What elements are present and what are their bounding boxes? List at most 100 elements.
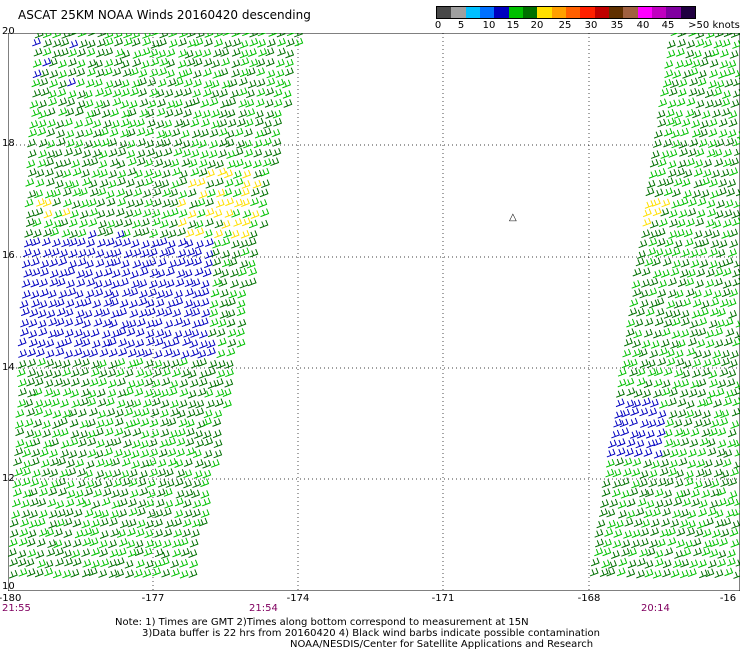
wind-barb — [200, 287, 210, 297]
wind-barb — [117, 389, 127, 398]
legend-swatch-10 — [580, 7, 595, 18]
wind-barb — [103, 298, 113, 307]
wind-barb — [191, 129, 201, 139]
wind-barb — [673, 300, 683, 309]
wind-barb — [257, 33, 267, 37]
wind-barb — [143, 348, 153, 358]
wind-barb — [189, 538, 199, 548]
wind-barb — [176, 437, 186, 447]
wind-barb — [87, 397, 97, 407]
wind-barb — [163, 528, 173, 538]
wind-barb — [108, 348, 118, 358]
wind-barb — [121, 268, 131, 277]
wind-barb — [687, 510, 697, 519]
wind-barb — [44, 379, 54, 389]
wind-barb — [268, 33, 278, 37]
wind-barb — [217, 337, 227, 347]
wind-barb — [131, 279, 140, 289]
wind-barb — [150, 40, 160, 49]
wind-barb — [49, 258, 59, 268]
wind-barb — [212, 418, 222, 427]
wind-barb — [191, 299, 201, 309]
wind-barb — [186, 447, 195, 456]
wind-barb — [175, 278, 185, 287]
wind-barb — [699, 569, 708, 579]
wind-barb — [18, 568, 28, 577]
wind-barb — [77, 90, 86, 99]
wind-barb — [49, 269, 59, 279]
wind-barb — [702, 50, 712, 59]
wind-barb — [128, 469, 138, 478]
wind-barb — [161, 568, 171, 578]
wind-barb — [184, 488, 194, 498]
wind-barb — [221, 237, 231, 247]
wind-barb — [234, 127, 244, 137]
wind-barb — [212, 48, 222, 58]
wind-barb — [705, 33, 715, 39]
wind-barb — [238, 267, 247, 277]
wind-barb — [183, 68, 193, 77]
wind-barb — [58, 417, 68, 427]
wind-barb — [194, 267, 204, 277]
wind-barb — [105, 237, 115, 247]
wind-barb — [131, 33, 141, 39]
wind-barb — [596, 519, 606, 529]
wind-barb — [682, 70, 692, 79]
wind-barb — [666, 49, 676, 59]
wind-barb — [104, 227, 114, 237]
wind-barb — [160, 418, 170, 427]
wind-barb — [594, 547, 604, 557]
wind-barb — [96, 48, 105, 58]
wind-barb — [720, 528, 730, 538]
wind-barb — [135, 378, 145, 388]
wind-barb — [91, 169, 101, 178]
wind-barb — [121, 109, 131, 119]
wind-barb — [156, 269, 166, 279]
wind-barb — [31, 299, 40, 308]
wind-barb — [688, 337, 697, 347]
wind-barb — [202, 469, 212, 479]
wind-barb — [101, 497, 111, 507]
wind-barb — [152, 198, 162, 208]
wind-barb — [652, 207, 662, 217]
wind-barb — [622, 348, 632, 358]
wind-barb — [649, 539, 658, 549]
wind-barb — [67, 90, 77, 99]
wind-barb — [724, 257, 734, 266]
wind-barb — [652, 570, 662, 579]
wind-barb — [711, 169, 721, 179]
wind-barb — [208, 149, 218, 159]
wind-barb — [37, 127, 47, 136]
legend-swatch-5 — [508, 7, 523, 18]
wind-barb — [116, 399, 126, 409]
wind-barb — [705, 329, 715, 339]
wind-barb — [636, 569, 645, 579]
wind-barb — [47, 329, 57, 339]
wind-barb — [155, 329, 165, 338]
wind-barb — [701, 489, 711, 499]
wind-barb — [616, 447, 626, 457]
wind-barb — [163, 307, 173, 317]
wind-barb — [654, 367, 663, 377]
legend-swatch-13 — [623, 7, 638, 18]
wind-barb — [101, 339, 111, 348]
wind-barb — [179, 569, 189, 579]
wind-barb — [86, 39, 96, 49]
wind-barb — [668, 209, 678, 219]
wind-barb — [152, 179, 162, 189]
wind-barb — [142, 33, 151, 39]
wind-barb — [186, 33, 196, 38]
wind-barb — [669, 448, 679, 458]
wind-barb — [62, 569, 72, 579]
wind-barb — [28, 338, 38, 348]
wind-barb — [138, 279, 148, 288]
wind-barb — [680, 558, 690, 568]
wind-barb — [84, 487, 94, 497]
wind-barb — [243, 128, 253, 138]
wind-barb — [151, 217, 161, 227]
wind-barb — [240, 229, 250, 239]
wind-barb — [99, 348, 109, 358]
wind-barb — [139, 487, 149, 496]
wind-barb — [168, 387, 178, 397]
lat-label-16: 16 — [2, 250, 15, 261]
